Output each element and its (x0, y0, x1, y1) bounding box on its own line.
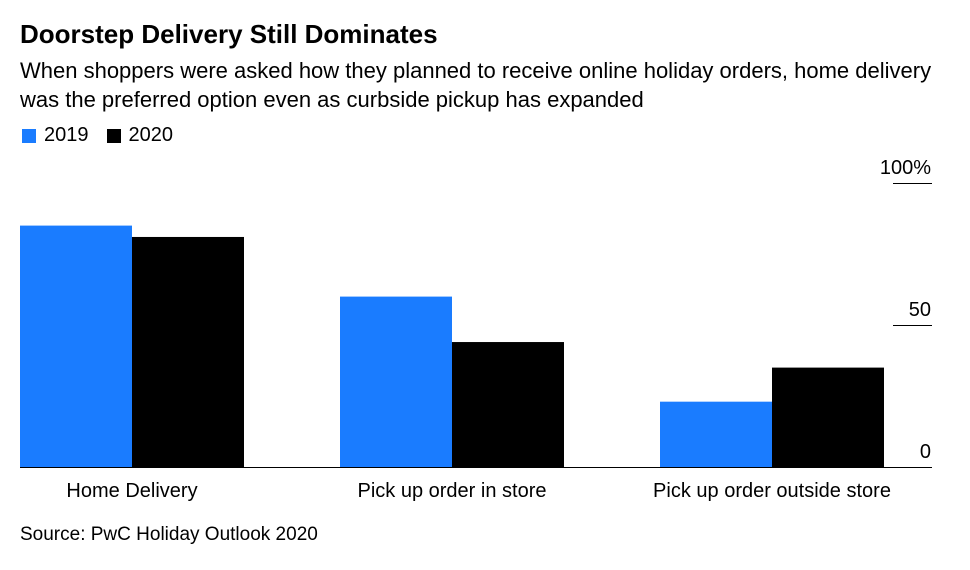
legend-swatch-2019 (22, 128, 36, 143)
bar-2019-0 (20, 225, 132, 467)
bar-2020-1 (452, 342, 564, 467)
bar-2020-0 (132, 236, 244, 467)
category-label-1: Pick up order in store (358, 480, 547, 502)
legend-label-2020: 2020 (128, 124, 174, 146)
legend-swatch-2020 (106, 128, 121, 143)
legend-item-2019: 2019 (22, 124, 89, 147)
source-note: Source: PwC Holiday Outlook 2020 (20, 524, 318, 545)
bar-2019-2 (660, 401, 772, 467)
y-tick-label-2: 100% (880, 157, 931, 179)
legend-label-2019: 2019 (44, 124, 89, 146)
y-tick-label-0: 0 (920, 441, 931, 463)
legend-item-2020: 2020 (106, 124, 174, 147)
category-label-0: Home Delivery (66, 480, 197, 502)
bar-2019-1 (340, 296, 452, 467)
bar-2020-2 (772, 367, 884, 467)
chart-title: Doorstep Delivery Still Dominates (20, 19, 438, 49)
category-label-2: Pick up order outside store (653, 480, 891, 502)
y-tick-label-1: 50 (909, 299, 931, 321)
legend: 2019 2020 (22, 124, 191, 147)
chart-subtitle: When shoppers were asked how they planne… (20, 58, 932, 112)
